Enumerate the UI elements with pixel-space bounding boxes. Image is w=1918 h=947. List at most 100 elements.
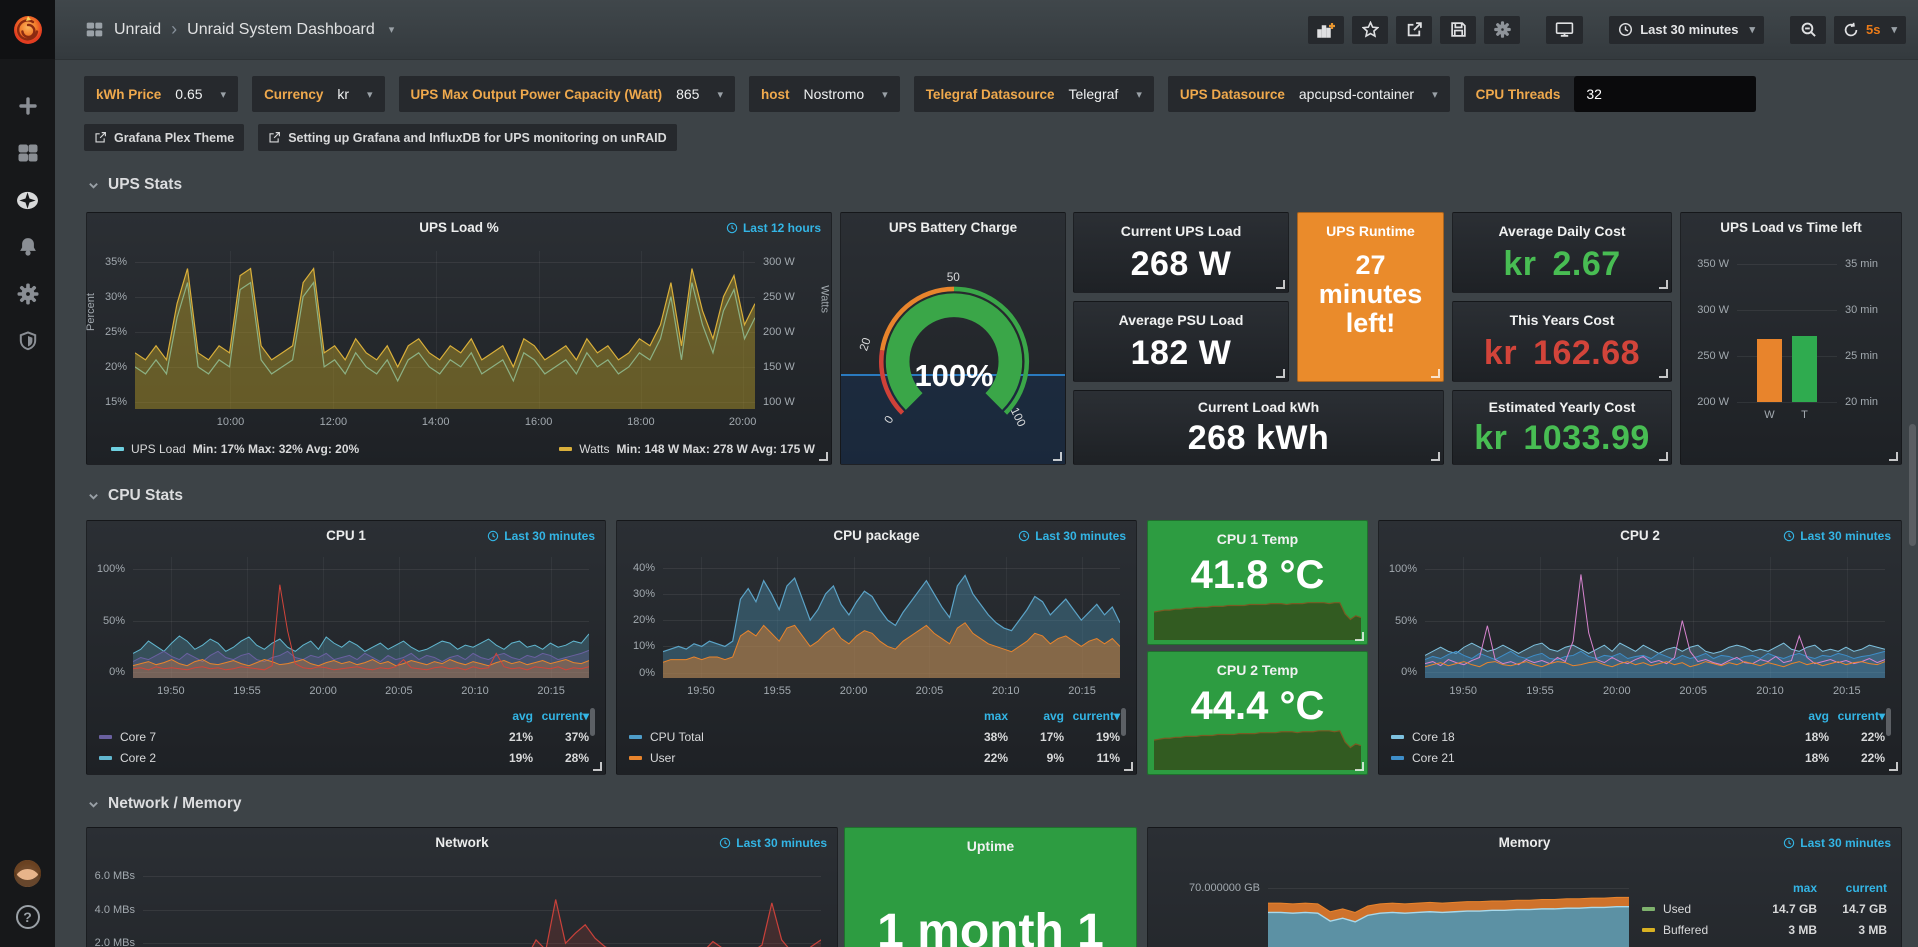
cpu1-chart[interactable]: 100% 50% 0% 19:50 19:55 20:00 20:05 20:10 20:15: [97, 557, 589, 697]
panel-time-range[interactable]: Last 30 minutes: [1783, 836, 1891, 850]
sidebar-item-dashboards[interactable]: [0, 140, 55, 166]
cpu-package-chart[interactable]: 40% 30% 20% 10% 0% 19:50 19:55 20:00 20:05 20:10 2…: [633, 557, 1120, 697]
add-panel-button[interactable]: [1308, 15, 1345, 44]
sidebar-item-server-admin[interactable]: [0, 328, 55, 354]
legend-sort-current[interactable]: current▾: [1837, 709, 1885, 723]
variable-value[interactable]: kr: [337, 86, 350, 102]
chevron-down-icon[interactable]: ▾: [388, 24, 395, 36]
variable-ups-datasource[interactable]: UPS Datasource apcupsd-container ▾: [1167, 76, 1450, 112]
sidebar-item-alerting[interactable]: [0, 234, 55, 260]
refresh-button[interactable]: 5s ▾: [1834, 15, 1906, 44]
chevron-down-icon: [89, 801, 98, 808]
link-grafana-plex-theme[interactable]: Grafana Plex Theme: [84, 124, 245, 151]
panel-title[interactable]: CPU package: [833, 528, 920, 543]
panel-title[interactable]: CPU 1: [326, 528, 366, 543]
legend-sort-avg[interactable]: avg: [1043, 709, 1064, 723]
variable-value[interactable]: apcupsd-container: [1298, 86, 1415, 102]
gridline: [230, 251, 232, 409]
help-icon[interactable]: ?: [15, 905, 40, 929]
ups-vs-time-chart[interactable]: 350 W 35 min 300 W 30 min 250 W 25 min 200 W 20…: [1697, 253, 1878, 421]
legend-item[interactable]: Watts Min: 148 W Max: 278 W Avg: 175 W: [559, 442, 815, 456]
tv-mode-button[interactable]: [1546, 15, 1584, 44]
section-ups-stats[interactable]: UPS Stats: [88, 176, 182, 194]
gridline: [777, 557, 779, 678]
user-avatar[interactable]: [14, 860, 41, 887]
star-dashboard-button[interactable]: [1352, 15, 1389, 44]
cpu2-temp-sparkline: [1154, 728, 1361, 770]
gridline: [333, 251, 335, 409]
variable-currency[interactable]: Currency kr ▾: [252, 76, 385, 112]
memory-chart[interactable]: 70.000000 GB60.000000 GB50.000000 GB: [1189, 870, 1629, 947]
link-ups-monitoring-guide[interactable]: Setting up Grafana and InfluxDB for UPS …: [258, 124, 677, 151]
legend-item[interactable]: Core 21 18% 22%: [1391, 747, 1885, 768]
panel-time-range[interactable]: Last 30 minutes: [1783, 529, 1891, 543]
legend-sort-current[interactable]: current▾: [541, 709, 589, 723]
panel-title[interactable]: UPS Load vs Time left: [1720, 220, 1862, 235]
stat-value: 41.8 °C: [1190, 553, 1325, 597]
variable-value[interactable]: 865: [676, 86, 700, 102]
sidebar-item-create[interactable]: [0, 93, 55, 119]
legend-sort-max[interactable]: max: [1792, 881, 1817, 895]
panel-title[interactable]: Memory: [1498, 835, 1551, 850]
network-chart[interactable]: 6.0 MBs 4.0 MBs 2.0 MBs: [95, 868, 821, 947]
legend-scrollbar[interactable]: [1886, 708, 1891, 736]
variable-value[interactable]: 0.65: [175, 86, 203, 102]
panel-time-range[interactable]: Last 12 hours: [726, 221, 821, 235]
legend-sort-avg[interactable]: avg: [1808, 709, 1829, 723]
y-axis-label-left: Percent: [85, 292, 97, 331]
legend-sort-current[interactable]: current▾: [1072, 709, 1120, 723]
legend-item[interactable]: Used 14.7 GB 14.7 GB: [1642, 898, 1887, 919]
gauge-threshold-green: [953, 286, 1030, 415]
series-swatch: [99, 734, 112, 739]
variable-telegraf-datasource[interactable]: Telegraf Datasource Telegraf ▾: [913, 76, 1154, 112]
refresh-interval-label[interactable]: 5s: [1866, 22, 1881, 37]
breadcrumb-folder[interactable]: Unraid: [114, 20, 162, 38]
clock-icon: [488, 530, 499, 542]
legend-sort-current[interactable]: current: [1845, 881, 1887, 895]
legend-item[interactable]: Buffered 3 MB 3 MB: [1642, 919, 1887, 940]
gauge-tick-50: 50: [947, 270, 961, 284]
sidebar-item-explore[interactable]: [0, 187, 55, 213]
panel-title[interactable]: UPS Load %: [419, 220, 499, 235]
variable-value[interactable]: Telegraf: [1068, 86, 1119, 102]
legend-scrollbar[interactable]: [590, 708, 595, 736]
battery-gauge[interactable]: 0 20 50 100 100%: [854, 257, 1054, 432]
panel-time-range[interactable]: Last 30 minutes: [487, 529, 595, 543]
legend-sort-max[interactable]: max: [983, 709, 1008, 723]
legend-sort-avg[interactable]: avg: [512, 709, 533, 723]
ups-load-chart[interactable]: 35% 300 W 30% 250 W 25% 200 W 20% 150 W 15% 100 W…: [105, 251, 795, 428]
zoom-out-button[interactable]: [1790, 15, 1826, 44]
axis-tick-label: 14:00: [421, 416, 450, 428]
dashboard-settings-button[interactable]: [1484, 15, 1521, 44]
section-network-memory[interactable]: Network / Memory: [88, 795, 242, 813]
dashboard-grid-icon: [86, 22, 103, 37]
chevron-down-icon: ▾: [882, 88, 888, 101]
legend-item[interactable]: Core 7 21% 37%: [99, 726, 589, 747]
panel-title[interactable]: UPS Battery Charge: [888, 220, 1018, 235]
stat-value: 182 W: [1130, 334, 1232, 372]
variable-kwh-price[interactable]: kWh Price 0.65 ▾: [84, 76, 239, 112]
share-dashboard-button[interactable]: [1396, 15, 1433, 44]
variable-host[interactable]: host Nostromo ▾: [748, 76, 900, 112]
page-scrollbar[interactable]: [1909, 424, 1916, 546]
legend-item[interactable]: User 22% 9% 11%: [629, 747, 1120, 768]
cpu-threads-input[interactable]: [1574, 76, 1757, 112]
cpu2-chart[interactable]: 100% 50% 0% 19:50 19:55 20:00 20:05 20:10 20:15: [1389, 557, 1885, 697]
time-range-picker[interactable]: Last 30 minutes ▾: [1609, 15, 1764, 44]
panel-time-range[interactable]: Last 30 minutes: [719, 836, 827, 850]
variable-ups-max-output[interactable]: UPS Max Output Power Capacity (Watt) 865…: [398, 76, 735, 112]
legend-item[interactable]: CPU Total 38% 17% 19%: [629, 726, 1120, 747]
legend-scrollbar[interactable]: [1121, 708, 1126, 736]
panel-title[interactable]: CPU 2: [1620, 528, 1660, 543]
breadcrumb-dashboard-title[interactable]: Unraid System Dashboard: [187, 20, 375, 38]
variable-value[interactable]: Nostromo: [803, 86, 865, 102]
legend-item[interactable]: UPS Load Min: 17% Max: 32% Avg: 20%: [111, 442, 359, 456]
grafana-logo[interactable]: [0, 0, 55, 59]
section-cpu-stats[interactable]: CPU Stats: [88, 487, 183, 505]
panel-title[interactable]: Network: [435, 835, 489, 850]
sidebar-item-configuration[interactable]: [0, 281, 55, 307]
panel-time-range[interactable]: Last 30 minutes: [1018, 529, 1126, 543]
legend-item[interactable]: Core 18 18% 22%: [1391, 726, 1885, 747]
legend-item[interactable]: Core 2 19% 28%: [99, 747, 589, 768]
save-dashboard-button[interactable]: [1440, 15, 1477, 44]
